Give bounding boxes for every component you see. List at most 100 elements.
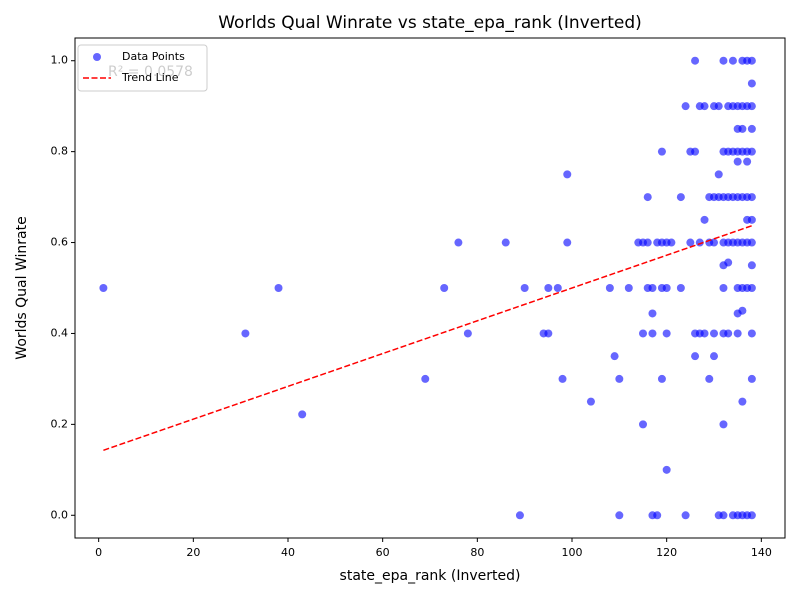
y-tick-label: 0.2 [51, 417, 69, 430]
data-point [681, 102, 690, 111]
data-point [610, 352, 619, 361]
data-point [747, 56, 756, 65]
data-point [747, 102, 756, 111]
data-point [719, 420, 728, 429]
x-tick-label: 100 [562, 546, 583, 559]
data-point [738, 397, 747, 406]
data-point [719, 511, 728, 520]
data-point [691, 352, 700, 361]
data-point [643, 193, 652, 202]
data-point [440, 284, 449, 292]
data-point [719, 56, 728, 65]
data-point [648, 284, 657, 292]
data-point [662, 465, 671, 474]
data-point [667, 238, 676, 247]
data-point [662, 284, 671, 292]
data-point [691, 147, 700, 156]
x-axis-label: state_epa_rank (Inverted) [340, 568, 521, 584]
data-point [544, 284, 553, 292]
data-point [657, 147, 666, 156]
y-tick-label: 0.8 [51, 145, 69, 158]
legend-marker [93, 53, 101, 61]
data-point [700, 329, 709, 338]
data-point [695, 238, 704, 247]
data-point [747, 124, 756, 133]
x-tick-label: 40 [281, 546, 295, 559]
data-point [99, 284, 108, 292]
legend-box [77, 44, 208, 92]
data-point [501, 238, 510, 247]
data-point [676, 193, 685, 202]
data-point [691, 56, 700, 65]
data-point [747, 193, 756, 202]
trend-line [103, 225, 753, 451]
data-point [643, 238, 652, 247]
data-point [615, 511, 624, 520]
data-point [657, 374, 666, 383]
y-tick-label: 1.0 [51, 54, 69, 67]
data-point [705, 374, 714, 383]
data-point [719, 284, 728, 292]
chart-title: Worlds Qual Winrate vs state_epa_rank (I… [218, 13, 642, 33]
data-point [747, 374, 756, 383]
y-tick-label: 0.0 [51, 508, 69, 521]
data-point [421, 374, 430, 383]
legend-label: Data Points [122, 50, 185, 63]
data-point [520, 284, 529, 292]
x-tick-label: 20 [186, 546, 200, 559]
data-point [700, 102, 709, 111]
data-point [563, 238, 572, 247]
data-point [681, 511, 690, 520]
data-point [653, 511, 662, 520]
data-point [747, 215, 756, 224]
data-point [298, 410, 307, 419]
data-point [241, 329, 250, 338]
data-point [714, 102, 723, 111]
x-tick-label: 140 [751, 546, 772, 559]
data-point [733, 329, 742, 338]
data-point [586, 397, 595, 406]
data-point [747, 238, 756, 247]
data-point [747, 147, 756, 156]
data-point [515, 511, 524, 520]
data-point [676, 284, 685, 292]
data-point [747, 511, 756, 520]
data-point [662, 329, 671, 338]
data-point [710, 329, 718, 338]
legend: Data Points Trend Line [77, 44, 208, 92]
data-point [563, 170, 572, 179]
data-point [738, 124, 747, 133]
data-point [274, 284, 283, 292]
x-tick-label: 60 [376, 546, 390, 559]
data-point [733, 157, 742, 166]
legend-label: Trend Line [121, 71, 179, 84]
data-point [454, 238, 463, 247]
data-point [710, 238, 718, 247]
data-point [700, 215, 709, 224]
data-point [714, 170, 723, 179]
plot-frame [74, 37, 786, 539]
data-point [553, 284, 562, 292]
x-tick-label: 80 [470, 546, 484, 559]
data-point [648, 309, 657, 318]
data-point [558, 374, 567, 383]
data-point [605, 284, 614, 292]
data-point [463, 329, 472, 338]
data-point [724, 329, 733, 338]
data-point [738, 306, 747, 315]
data-point [686, 238, 695, 247]
data-point [747, 79, 756, 88]
data-point [624, 284, 633, 292]
data-point [724, 258, 733, 267]
data-point [710, 352, 718, 361]
data-point [615, 374, 624, 383]
data-point [639, 420, 647, 429]
data-point [747, 329, 756, 338]
data-point [544, 329, 553, 338]
data-point [639, 329, 647, 338]
data-point [747, 284, 756, 292]
data-point [743, 157, 752, 166]
x-tick-label: 0 [95, 546, 102, 559]
